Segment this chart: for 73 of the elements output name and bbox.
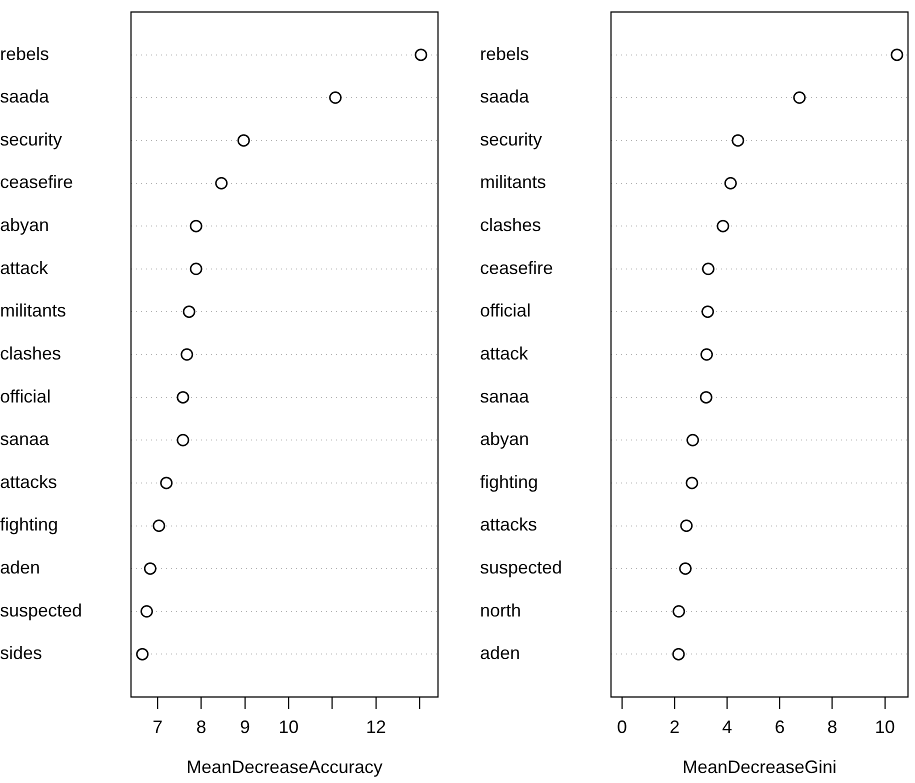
point <box>329 91 342 104</box>
x-tick-label: 6 <box>774 716 785 737</box>
y-tick-label: clashes <box>0 343 62 364</box>
point <box>700 391 712 404</box>
y-tick-label: aden <box>480 643 520 664</box>
y-tick-label: suspected <box>0 600 82 620</box>
point <box>136 648 149 660</box>
x-tick-label: 7 <box>152 716 163 737</box>
point <box>672 648 685 660</box>
point <box>215 177 228 190</box>
point <box>716 220 730 232</box>
point <box>672 605 686 618</box>
point <box>679 562 692 575</box>
x-tick-label: 8 <box>827 716 838 737</box>
point <box>890 48 904 62</box>
y-tick-label: attacks <box>0 472 58 492</box>
x-axis-title: MeanDecreaseGini <box>682 757 837 778</box>
point <box>144 562 156 575</box>
y-tick-label: fighting <box>0 514 58 535</box>
point <box>180 348 194 361</box>
point <box>793 91 806 104</box>
point <box>160 476 173 490</box>
y-tick-label: rebels <box>480 44 530 64</box>
y-tick-label: sides <box>0 643 42 664</box>
x-tick-label: 4 <box>722 716 732 737</box>
y-tick-label: sanaa <box>480 386 530 406</box>
y-tick-label: attack <box>480 343 530 364</box>
y-tick-label: ceasefire <box>0 172 74 192</box>
point <box>190 220 202 232</box>
y-tick-label: attacks <box>480 514 538 535</box>
y-tick-label: aden <box>0 558 40 578</box>
y-tick-label: rebels <box>0 44 50 64</box>
x-tick-label: 8 <box>196 716 206 737</box>
point <box>686 476 698 490</box>
y-tick-label: official <box>480 300 531 321</box>
y-tick-label: security <box>0 129 62 150</box>
y-tick-label: militants <box>0 300 66 321</box>
y-tick-label: saada <box>480 86 530 107</box>
point <box>680 520 693 532</box>
x-tick-label: 0 <box>617 716 628 737</box>
x-axis-title: MeanDecreaseAccuracy <box>186 757 383 778</box>
y-tick-label: saada <box>0 86 50 107</box>
point <box>140 605 153 618</box>
point <box>732 134 744 147</box>
y-tick-label: security <box>480 129 542 150</box>
y-tick-label: official <box>0 386 51 406</box>
point <box>237 134 250 147</box>
y-tick-label: suspected <box>480 558 562 578</box>
x-tick-label: 10 <box>278 716 299 737</box>
point <box>176 434 190 446</box>
point <box>182 305 196 318</box>
y-tick-label: north <box>480 600 522 620</box>
point <box>152 520 166 532</box>
x-tick-label: 12 <box>366 716 386 737</box>
y-tick-label: fighting <box>480 472 538 492</box>
point <box>686 434 699 446</box>
y-tick-label: sanaa <box>0 429 50 450</box>
point <box>702 262 714 276</box>
y-tick-label: clashes <box>480 215 542 236</box>
y-tick-label: abyan <box>480 429 530 450</box>
x-tick-label: 9 <box>240 716 250 737</box>
point <box>190 262 202 276</box>
point <box>176 391 190 404</box>
y-tick-label: abyan <box>0 215 50 236</box>
x-tick-label: 10 <box>874 716 895 737</box>
x-tick-label: 2 <box>670 716 680 737</box>
point <box>701 305 714 318</box>
point <box>700 348 713 361</box>
y-tick-label: ceasefire <box>480 258 554 278</box>
point <box>724 177 737 190</box>
point <box>414 48 428 62</box>
y-tick-label: militants <box>480 172 546 192</box>
y-tick-label: attack <box>0 258 50 278</box>
